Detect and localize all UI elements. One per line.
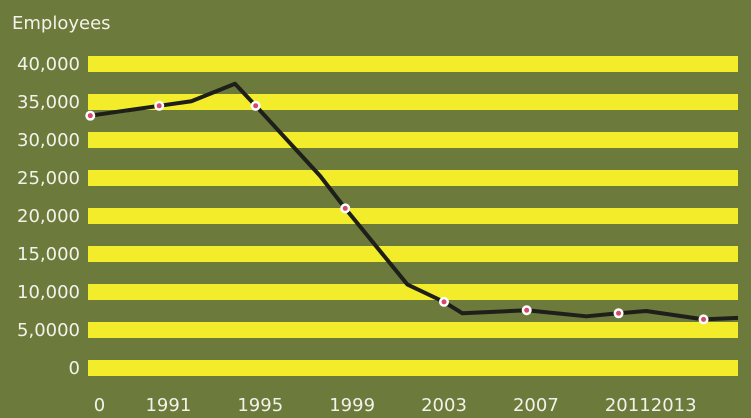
data-point-center <box>87 113 93 119</box>
data-point-center <box>701 316 707 322</box>
x-tick-label: 2011 <box>605 395 651 416</box>
grid-band <box>88 208 738 224</box>
grid-band <box>88 246 738 262</box>
data-point-center <box>342 205 348 211</box>
x-tick-label: 2007 <box>513 395 559 416</box>
chart-title: Employees <box>12 13 111 34</box>
y-tick-label: 25,000 <box>17 168 80 189</box>
y-tick-label: 30,000 <box>17 130 80 151</box>
y-tick-label: 40,000 <box>17 54 80 75</box>
grid-band <box>88 170 738 186</box>
data-point-center <box>253 103 259 109</box>
x-tick-label: 2003 <box>421 395 467 416</box>
data-point-center <box>616 310 622 316</box>
grid-band <box>88 322 738 338</box>
y-tick-label: 15,000 <box>17 244 80 265</box>
x-tick-label: 0 <box>94 395 105 416</box>
grid-band <box>88 132 738 148</box>
y-tick-label: 35,000 <box>17 92 80 113</box>
data-point-center <box>156 103 162 109</box>
data-line <box>90 81 739 322</box>
x-tick-label: 1995 <box>237 395 283 416</box>
x-tick-label: 1999 <box>329 395 375 416</box>
x-tick-label: 2013 <box>651 395 697 416</box>
grid-band <box>88 284 738 300</box>
y-tick-label: 5,0000 <box>17 320 80 341</box>
grid-band <box>88 360 738 376</box>
x-tick-label: 1991 <box>145 395 191 416</box>
y-tick-label: 10,000 <box>17 282 80 303</box>
y-tick-label: 20,000 <box>17 206 80 227</box>
data-point-center <box>524 307 530 313</box>
grid-band <box>88 56 738 72</box>
data-point-center <box>441 299 447 305</box>
y-tick-label: 0 <box>69 358 80 379</box>
